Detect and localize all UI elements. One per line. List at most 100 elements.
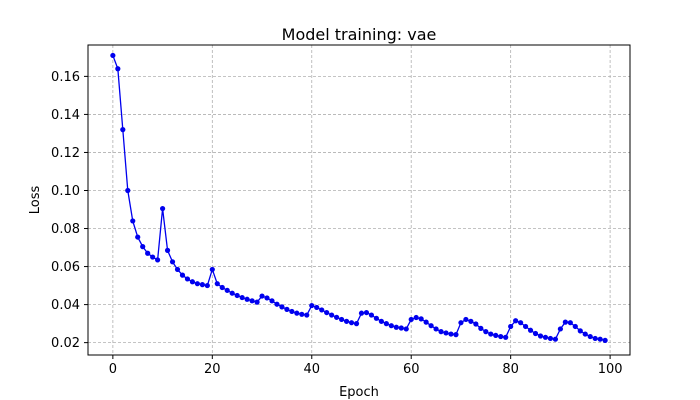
data-point bbox=[537, 333, 544, 339]
y-tick-label: 0.14 bbox=[51, 108, 80, 123]
data-point bbox=[592, 335, 598, 342]
data-point bbox=[309, 302, 315, 309]
x-tick-label: 40 bbox=[303, 362, 320, 377]
data-point bbox=[483, 329, 489, 335]
x-axis-label: Epoch bbox=[339, 385, 379, 400]
x-tick-label: 60 bbox=[403, 362, 420, 377]
data-point bbox=[398, 325, 404, 331]
data-point bbox=[443, 330, 449, 336]
data-point bbox=[498, 333, 504, 340]
data-point bbox=[448, 331, 454, 337]
data-point bbox=[339, 316, 345, 323]
data-point bbox=[319, 307, 325, 313]
data-point bbox=[368, 312, 375, 318]
data-point bbox=[577, 328, 583, 334]
x-axis-ticks: 0 20 40 60 80 100 bbox=[109, 355, 623, 377]
x-tick-label: 80 bbox=[502, 362, 519, 377]
data-point bbox=[438, 329, 444, 335]
data-point bbox=[194, 281, 200, 287]
data-point bbox=[572, 323, 578, 330]
data-point bbox=[473, 321, 479, 327]
data-point bbox=[219, 284, 225, 291]
data-point bbox=[304, 312, 310, 318]
y-axis-label: Loss bbox=[28, 186, 43, 215]
data-point bbox=[567, 320, 573, 326]
data-point bbox=[418, 316, 424, 322]
data-point bbox=[234, 292, 240, 299]
data-point bbox=[184, 276, 191, 282]
data-point bbox=[393, 324, 399, 330]
data-point bbox=[348, 320, 355, 326]
data-point bbox=[130, 218, 136, 224]
data-point bbox=[453, 332, 459, 338]
data-point bbox=[259, 293, 265, 299]
chart-title: Model training: vae bbox=[282, 25, 437, 44]
data-point bbox=[343, 318, 350, 324]
data-point bbox=[547, 335, 554, 342]
data-point bbox=[522, 323, 529, 330]
data-point bbox=[552, 336, 559, 342]
data-point bbox=[125, 187, 131, 194]
x-tick-label: 0 bbox=[109, 362, 117, 377]
data-point bbox=[299, 311, 305, 317]
data-point bbox=[150, 254, 156, 260]
data-point bbox=[373, 315, 379, 321]
data-point bbox=[403, 326, 409, 332]
grid-layer bbox=[88, 45, 630, 355]
y-tick-label: 0.10 bbox=[51, 184, 80, 199]
data-point bbox=[388, 323, 394, 329]
data-point bbox=[135, 234, 141, 240]
data-point bbox=[597, 336, 603, 342]
data-point bbox=[378, 318, 384, 324]
data-point bbox=[294, 310, 300, 316]
y-tick-label: 0.04 bbox=[51, 298, 80, 313]
series-line bbox=[112, 55, 606, 341]
data-point bbox=[174, 266, 181, 273]
data-point bbox=[493, 332, 499, 339]
y-axis-ticks: 0.02 0.04 0.06 0.08 0.10 0.12 0.14 0.16 bbox=[51, 70, 88, 351]
data-point bbox=[189, 279, 196, 285]
data-point bbox=[284, 306, 290, 312]
data-point bbox=[204, 282, 210, 289]
data-point bbox=[358, 310, 365, 316]
y-tick-label: 0.06 bbox=[51, 260, 80, 275]
data-point bbox=[408, 316, 414, 323]
data-point bbox=[518, 320, 524, 326]
data-point bbox=[110, 52, 116, 59]
y-tick-label: 0.02 bbox=[51, 336, 80, 351]
data-point bbox=[353, 321, 360, 327]
data-point bbox=[363, 309, 370, 316]
data-point bbox=[169, 259, 176, 265]
data-point bbox=[314, 304, 320, 311]
y-tick-label: 0.08 bbox=[51, 222, 80, 237]
data-point bbox=[557, 326, 563, 332]
data-point bbox=[179, 272, 186, 278]
data-point bbox=[513, 318, 519, 324]
data-point bbox=[209, 266, 215, 273]
data-point bbox=[428, 323, 434, 329]
data-point bbox=[602, 337, 608, 343]
data-point bbox=[383, 321, 389, 327]
data-point bbox=[249, 298, 255, 304]
data-point bbox=[463, 316, 469, 323]
data-point bbox=[289, 308, 295, 315]
data-point bbox=[254, 299, 260, 305]
data-point bbox=[244, 296, 250, 302]
data-point bbox=[508, 323, 514, 330]
data-point bbox=[587, 333, 593, 340]
data-point bbox=[269, 298, 275, 304]
data-point bbox=[199, 282, 205, 288]
data-point bbox=[468, 318, 474, 324]
data-point bbox=[324, 309, 330, 316]
data-point bbox=[279, 304, 285, 310]
data-point bbox=[140, 244, 146, 250]
series-layer bbox=[110, 52, 608, 343]
data-point bbox=[115, 66, 121, 72]
data-point bbox=[155, 257, 161, 263]
data-point bbox=[214, 281, 220, 287]
data-point bbox=[229, 290, 235, 296]
data-point bbox=[120, 127, 126, 133]
data-point bbox=[159, 205, 166, 212]
x-tick-label: 100 bbox=[598, 362, 623, 377]
